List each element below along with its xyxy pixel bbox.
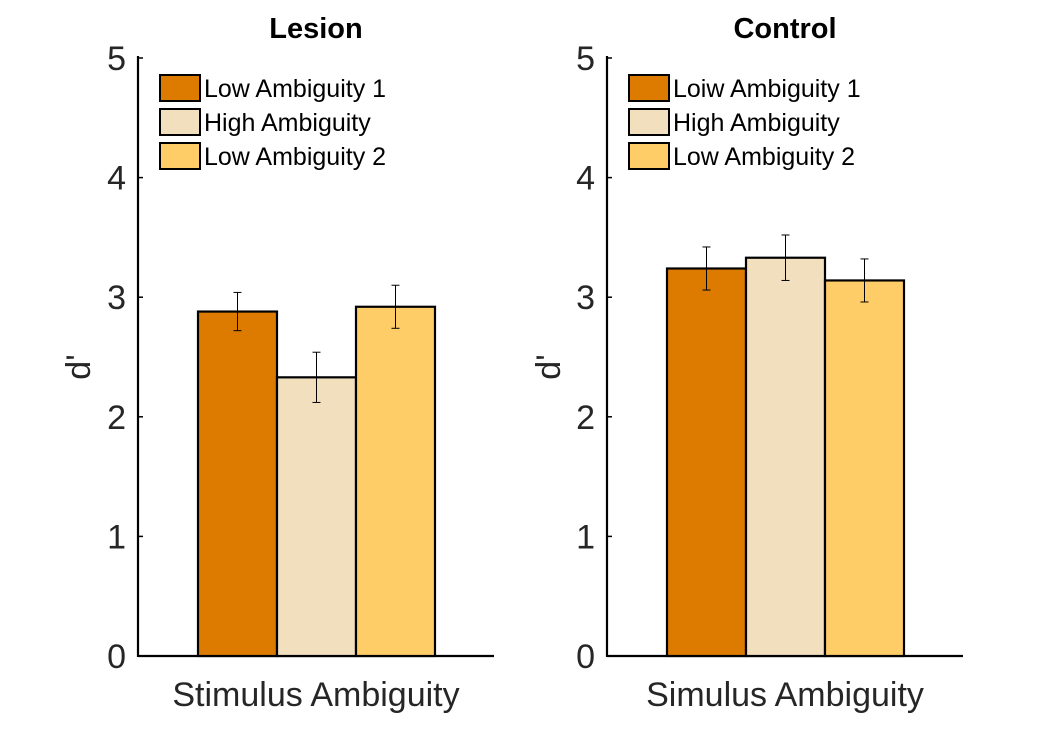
y-tick-label: 0: [576, 638, 595, 676]
legend-label-1: Low Ambiguity 1: [204, 75, 386, 103]
bar-2: [275, 376, 358, 658]
legend-label-3: Low Ambiguity 2: [204, 143, 386, 171]
y-tick-label: 3: [107, 279, 126, 317]
x-axis-label: Stimulus Ambiguity: [172, 676, 459, 714]
y-tick-label: 0: [107, 638, 126, 676]
legend-label-3: Low Ambiguity 2: [673, 143, 855, 171]
chart-title: Control: [733, 13, 836, 45]
legend-label-2: High Ambiguity: [673, 109, 840, 137]
legend-swatch-3: [628, 142, 670, 170]
x-axis-label: Simulus Ambiguity: [646, 676, 924, 714]
y-tick-label: 3: [576, 279, 595, 317]
y-tick-label: 1: [107, 518, 126, 556]
legend-label-1: Loiw Ambiguity 1: [673, 75, 861, 103]
legend-swatch-1: [628, 74, 670, 102]
legend-swatch-1: [159, 74, 201, 102]
bar-3: [354, 305, 437, 658]
bar-2: [744, 256, 827, 658]
bar-1: [665, 267, 748, 658]
chart-panel-2: Control 0 1 2 3 4 5 d' Simulus Ambiguity Loiw Amb…: [530, 13, 963, 714]
bar-1: [196, 310, 279, 658]
bar-3: [823, 279, 906, 658]
chart-title: Lesion: [269, 13, 362, 45]
y-axis-label: d': [60, 354, 98, 379]
y-tick-label: 2: [576, 399, 595, 437]
y-tick-label: 4: [576, 160, 595, 198]
y-tick-label: 5: [576, 40, 595, 78]
y-tick-label: 4: [107, 160, 126, 198]
legend-swatch-3: [159, 142, 201, 170]
y-tick-label: 5: [107, 40, 126, 78]
y-tick-label: 1: [576, 518, 595, 556]
y-axis-label: d': [530, 354, 568, 379]
legend-label-2: High Ambiguity: [204, 109, 371, 137]
legend-swatch-2: [159, 108, 201, 136]
y-tick-label: 2: [107, 399, 126, 437]
chart-panel-1: Lesion 0 1 2 3 4 5 d' Stimulus Ambiguity Low Ambi…: [60, 13, 494, 714]
legend-swatch-2: [628, 108, 670, 136]
